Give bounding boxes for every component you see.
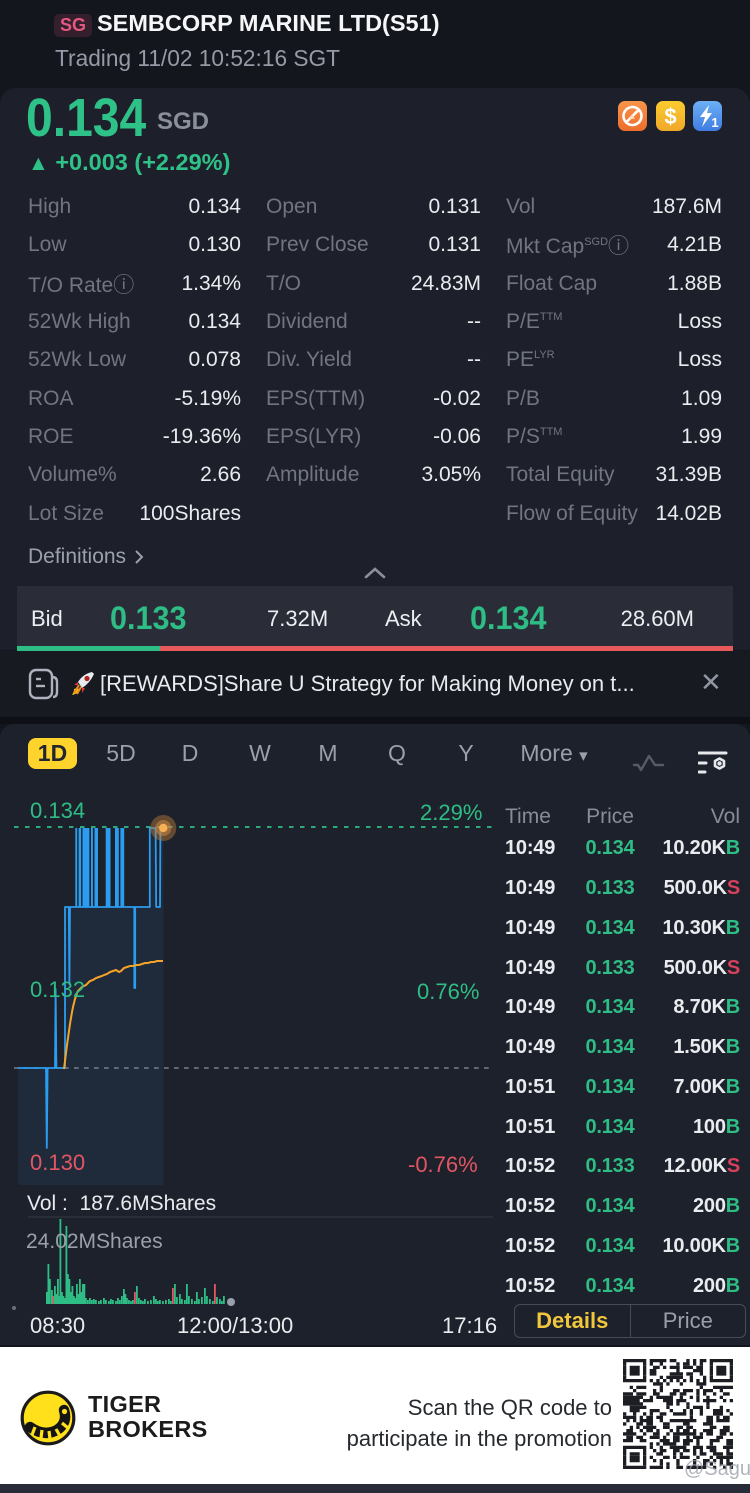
svg-text:$: $ bbox=[664, 104, 676, 129]
svg-text:1: 1 bbox=[711, 115, 718, 130]
